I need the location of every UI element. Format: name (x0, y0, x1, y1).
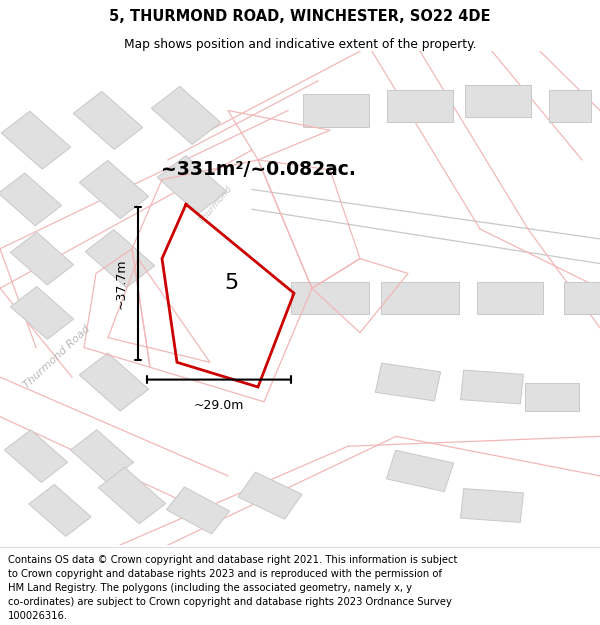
Text: to Crown copyright and database rights 2023 and is reproduced with the permissio: to Crown copyright and database rights 2… (8, 569, 442, 579)
Polygon shape (0, 173, 62, 226)
Text: 5, THURMOND ROAD, WINCHESTER, SO22 4DE: 5, THURMOND ROAD, WINCHESTER, SO22 4DE (109, 9, 491, 24)
Polygon shape (10, 232, 74, 285)
Text: Contains OS data © Crown copyright and database right 2021. This information is : Contains OS data © Crown copyright and d… (8, 554, 457, 564)
Polygon shape (525, 382, 579, 411)
Text: HM Land Registry. The polygons (including the associated geometry, namely x, y: HM Land Registry. The polygons (includin… (8, 582, 412, 592)
Text: co-ordinates) are subject to Crown copyright and database rights 2023 Ordnance S: co-ordinates) are subject to Crown copyr… (8, 597, 452, 607)
Polygon shape (79, 353, 149, 411)
Polygon shape (4, 430, 68, 482)
Polygon shape (564, 282, 600, 314)
Polygon shape (477, 282, 543, 314)
Polygon shape (461, 489, 523, 522)
Polygon shape (70, 430, 134, 482)
Text: ~29.0m: ~29.0m (194, 399, 244, 412)
Polygon shape (85, 229, 155, 288)
Polygon shape (73, 91, 143, 149)
Polygon shape (387, 89, 453, 122)
Text: ~331m²/~0.082ac.: ~331m²/~0.082ac. (161, 160, 355, 179)
Text: Thurmond Road: Thurmond Road (22, 324, 92, 391)
Text: 5: 5 (224, 273, 238, 293)
Polygon shape (98, 468, 166, 524)
Polygon shape (1, 111, 71, 169)
Polygon shape (303, 94, 369, 126)
Polygon shape (376, 363, 440, 401)
Polygon shape (10, 287, 74, 339)
Polygon shape (291, 282, 369, 314)
Polygon shape (166, 487, 230, 534)
Text: ~37.7m: ~37.7m (114, 258, 127, 309)
Polygon shape (386, 450, 454, 492)
Polygon shape (79, 161, 149, 219)
Text: Map shows position and indicative extent of the property.: Map shows position and indicative extent… (124, 38, 476, 51)
Text: Thurmond: Thurmond (197, 184, 235, 225)
Polygon shape (238, 472, 302, 519)
Polygon shape (151, 86, 221, 144)
Polygon shape (461, 370, 523, 404)
Polygon shape (381, 282, 459, 314)
Polygon shape (465, 84, 531, 117)
Text: 100026316.: 100026316. (8, 611, 68, 621)
Polygon shape (549, 89, 591, 122)
Polygon shape (29, 484, 91, 536)
Polygon shape (157, 156, 227, 214)
